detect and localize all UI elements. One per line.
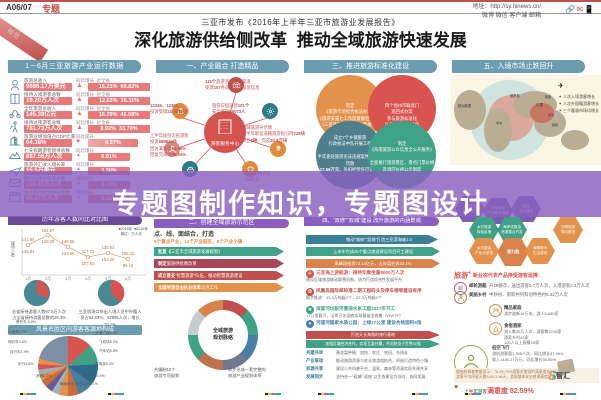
svg-text:133.56: 133.56 <box>62 251 75 256</box>
svg-text:89.16: 89.16 <box>123 263 134 268</box>
svg-text:162.57: 162.57 <box>42 228 55 233</box>
svg-text:135.84: 135.84 <box>22 249 35 254</box>
svg-text:117.72: 117.72 <box>82 249 95 254</box>
svg-text:107.60: 107.60 <box>82 261 95 266</box>
svg-text:130.53: 130.53 <box>102 245 115 250</box>
svg-text:3月: 3月 <box>65 276 71 281</box>
svg-text:103.26: 103.26 <box>102 257 115 262</box>
svg-text:148.58: 148.58 <box>62 239 75 244</box>
svg-text:141.94: 141.94 <box>22 237 35 242</box>
svg-text:4月: 4月 <box>85 276 91 281</box>
svg-text:109.39: 109.39 <box>42 239 55 244</box>
svg-text:105.42: 105.42 <box>122 251 135 256</box>
